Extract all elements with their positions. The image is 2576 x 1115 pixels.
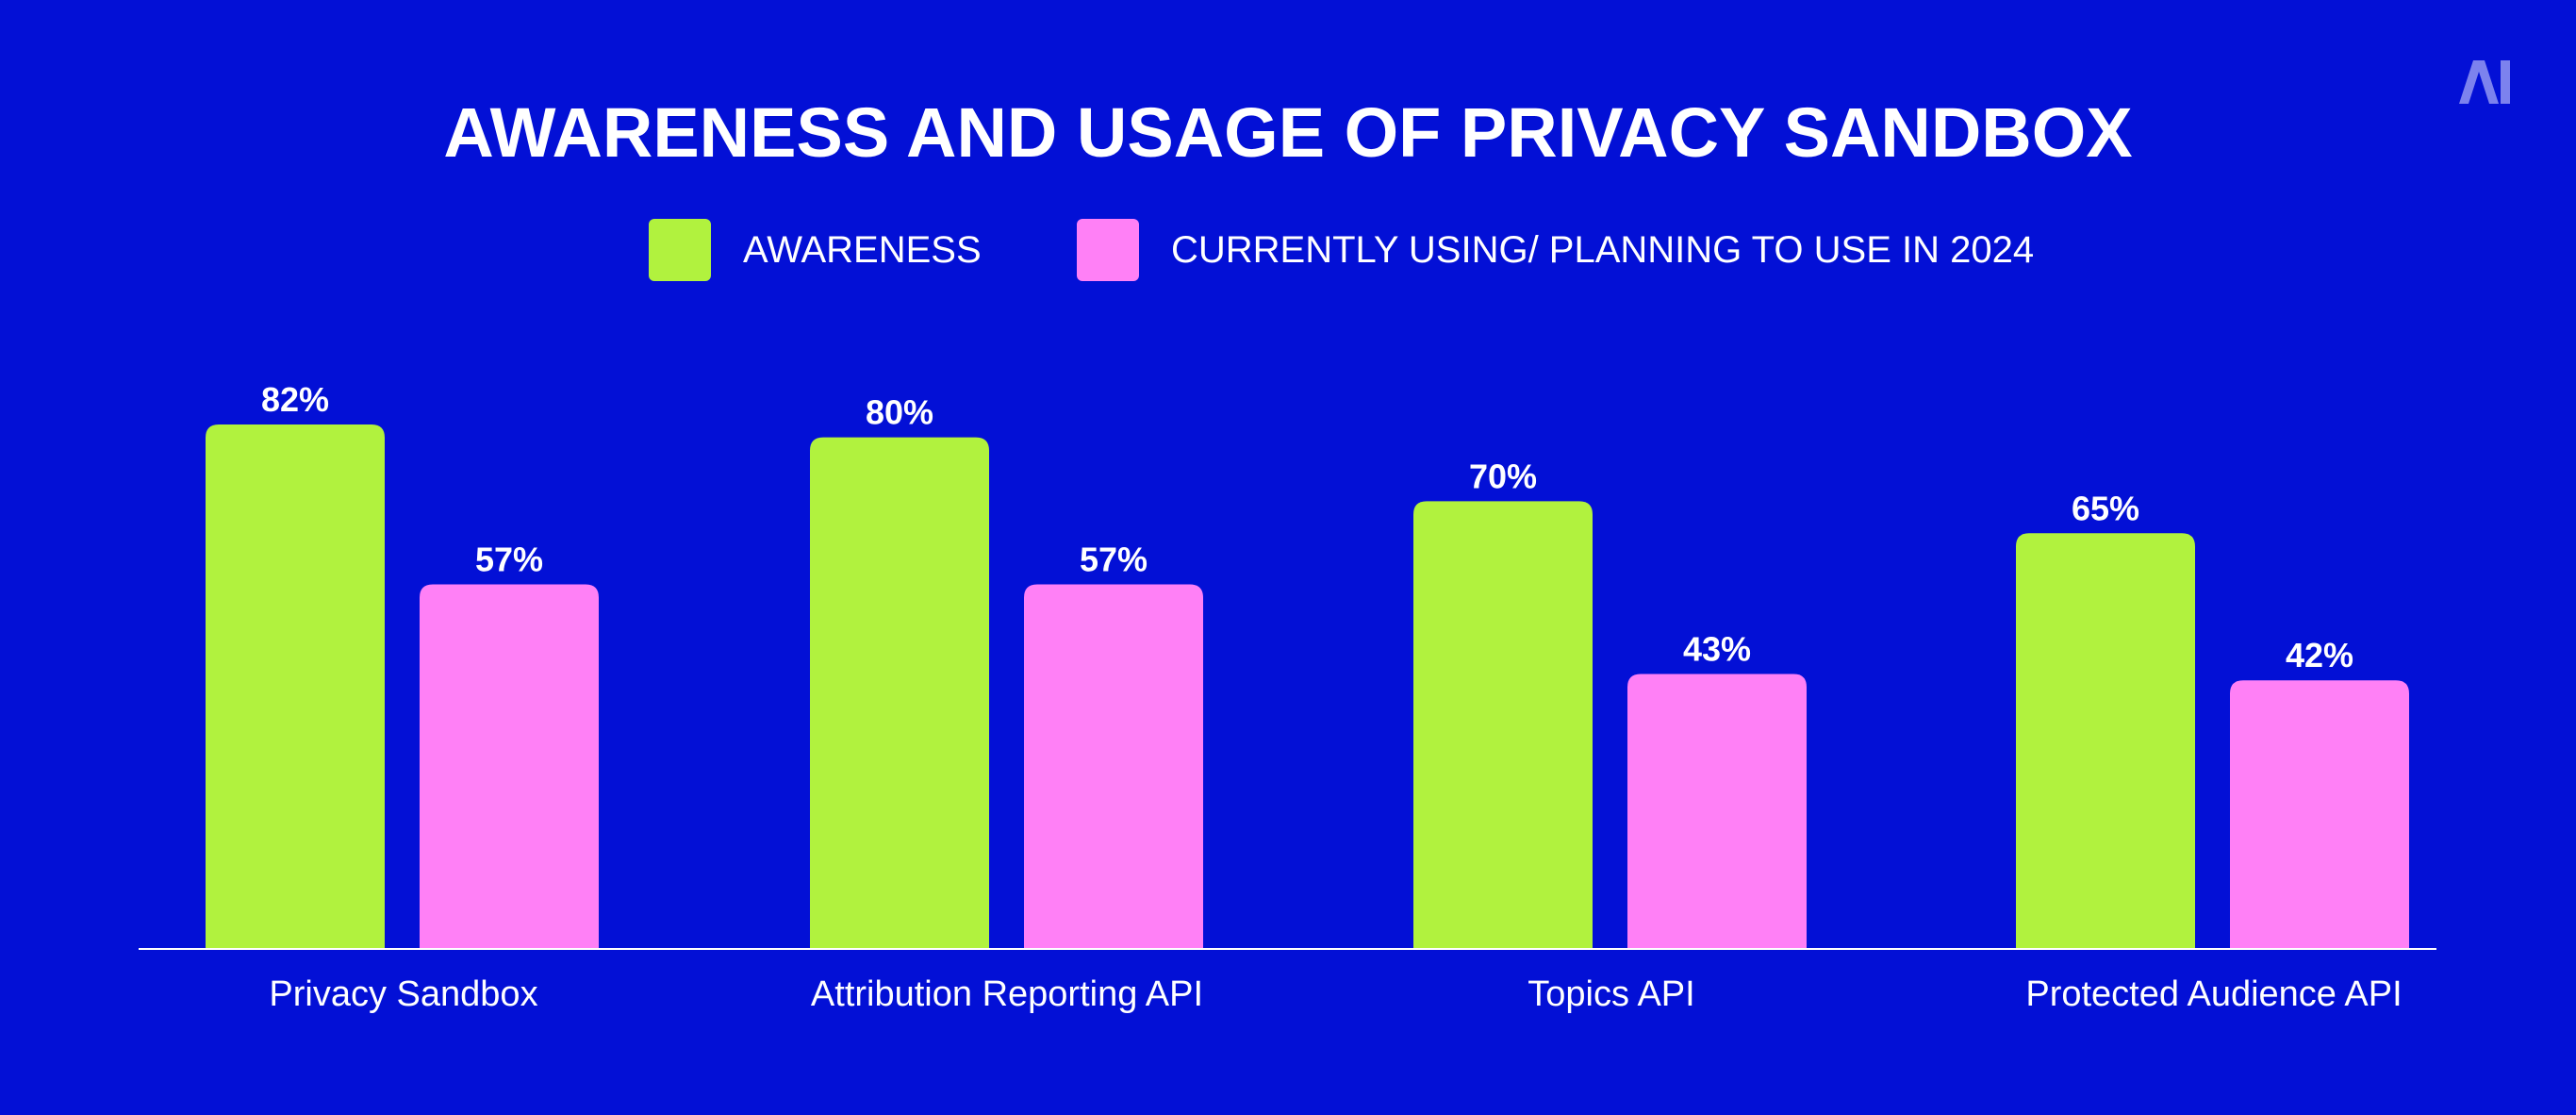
legend-swatch-awareness bbox=[649, 219, 711, 281]
bar-awareness bbox=[2016, 533, 2195, 949]
bar-value-label: 65% bbox=[2072, 489, 2139, 527]
legend-swatch-usage bbox=[1077, 219, 1139, 281]
bar-value-label: 42% bbox=[2286, 636, 2353, 674]
bar-usage bbox=[1024, 584, 1203, 949]
category-label: Privacy Sandbox bbox=[269, 974, 538, 1014]
category-label: Attribution Reporting API bbox=[810, 974, 1204, 1014]
bar-value-label: 43% bbox=[1683, 629, 1751, 668]
bar-awareness bbox=[1413, 501, 1593, 949]
bar-awareness bbox=[810, 437, 989, 950]
bar-usage bbox=[420, 584, 599, 949]
legend-item-awareness: AWARENESS bbox=[649, 217, 982, 283]
bar-value-label: 57% bbox=[475, 541, 543, 579]
legend-item-usage: CURRENTLY USING/ PLANNING TO USE IN 2024 bbox=[1077, 217, 2034, 283]
bar-awareness bbox=[206, 424, 385, 949]
category-label: Topics API bbox=[1527, 974, 1695, 1014]
category-label: Protected Audience API bbox=[2025, 974, 2403, 1014]
bar-usage bbox=[1627, 674, 1807, 949]
bar-value-label: 57% bbox=[1080, 541, 1148, 579]
bar-usage bbox=[2230, 680, 2409, 949]
bar-value-label: 70% bbox=[1469, 457, 1537, 495]
legend: AWARENESS CURRENTLY USING/ PLANNING TO U… bbox=[0, 217, 2576, 283]
logo-icon bbox=[2457, 58, 2512, 106]
legend-label-usage: CURRENTLY USING/ PLANNING TO USE IN 2024 bbox=[1171, 229, 2035, 271]
bar-value-label: 82% bbox=[261, 380, 329, 419]
legend-label-awareness: AWARENESS bbox=[743, 229, 982, 271]
chart-title: AWARENESS AND USAGE OF PRIVACY SANDBOX bbox=[443, 93, 2133, 172]
bar-value-label: 80% bbox=[866, 393, 933, 432]
